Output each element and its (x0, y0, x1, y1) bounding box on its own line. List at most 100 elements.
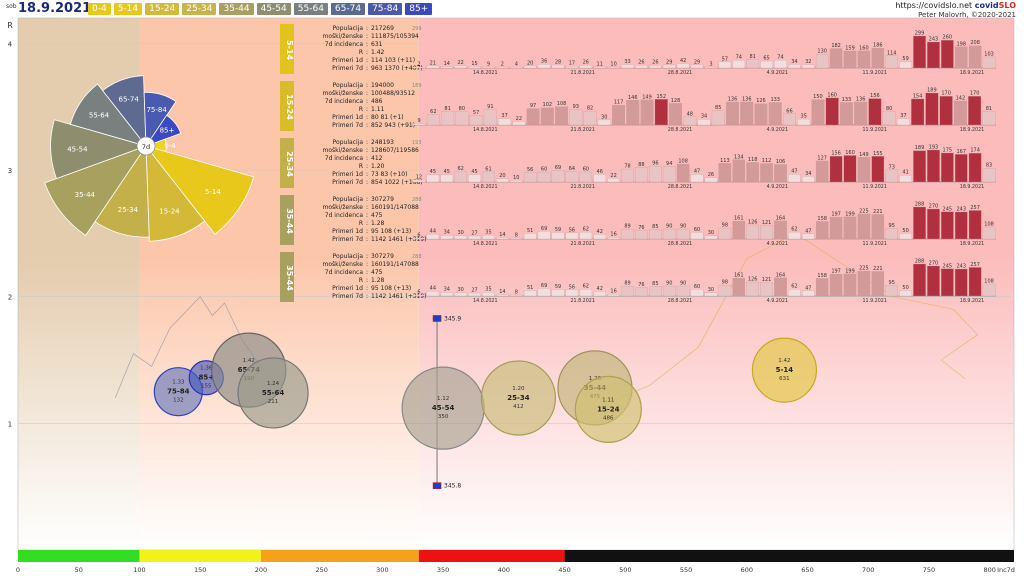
bubble-r-label: 1.24 (267, 381, 280, 387)
panel-bar-label: 26 (638, 60, 644, 66)
panel-bar (468, 292, 481, 297)
panel-bar (718, 163, 732, 183)
stat-colon: : (366, 179, 368, 186)
stat-value: 160191/147088 (371, 204, 419, 211)
stat-value: 95 108 (+13) (371, 228, 411, 235)
panel-date-label: 11.9.2021 (862, 184, 886, 190)
panel-bar-label: 33 (624, 59, 630, 65)
stat-value: 1142 1461 (+319) (371, 236, 427, 243)
panel-bar (825, 97, 839, 126)
panel-bar-label: 57 (473, 110, 479, 116)
panel-bar-label: 48 (687, 111, 693, 117)
stat-colon: : (366, 49, 368, 56)
stat-value: 307279 (371, 253, 394, 260)
panel-bar-label: 225 (859, 209, 869, 215)
panel-bar (760, 60, 773, 69)
panel-bar (579, 65, 593, 69)
panel-bar (726, 101, 739, 126)
panel-bar (440, 66, 454, 69)
panel-bar-label: 88 (638, 162, 644, 168)
stat-colon: : (366, 171, 368, 178)
panel-bar (899, 290, 912, 297)
panel-bar-label: 117 (614, 100, 624, 106)
panel-bar-label: 35 (485, 230, 491, 236)
panel-bar (537, 288, 551, 297)
stat-key: R (359, 163, 363, 170)
panel-bar-label: 91 (487, 104, 493, 110)
panel-bar (509, 237, 523, 240)
stat-colon: : (366, 269, 368, 276)
panel-bar (649, 165, 662, 183)
age-button-35-44[interactable]: 35-44 (219, 3, 254, 15)
panel-bar (621, 285, 634, 297)
bubble-inc-label: 486 (603, 415, 614, 421)
age-button-75-84[interactable]: 75-84 (368, 3, 403, 15)
panel-bar (523, 233, 537, 240)
panel-bar (843, 273, 857, 297)
panel-bar (885, 285, 899, 297)
panel-bar (732, 277, 746, 297)
radial-wedge-label: 85+ (160, 127, 175, 135)
stat-key: Primeri 7d (332, 293, 363, 300)
panel-bar-label: 45 (430, 169, 436, 175)
panel-bar-label: 257 (970, 262, 980, 268)
age-button-65-74[interactable]: 65-74 (330, 3, 366, 15)
panel-bar (523, 65, 537, 69)
panel-date-label: 11.9.2021 (862, 241, 886, 247)
x-tick-label: 0 (16, 566, 20, 574)
panel-bar-label: 42 (680, 58, 686, 64)
age-button-5-14[interactable]: 5-14 (113, 3, 143, 15)
panel-tag-label: 25-34 (285, 151, 294, 177)
panel-bar-label: 288 (915, 202, 925, 208)
panel-bar (412, 237, 426, 240)
panel-bar (857, 50, 871, 69)
panel-bar-label: 30 (457, 287, 463, 293)
panel-bar-label: 126 (756, 98, 766, 104)
panel-bar-label: 62 (457, 166, 463, 172)
bubble-r-label: 1.42 (243, 358, 255, 364)
site-link[interactable]: https://covidslo.net covidSLO (895, 1, 1016, 10)
panel-bar (954, 154, 968, 183)
panel-bar-label: 81 (986, 106, 992, 112)
stat-key: 7d incidenca (325, 269, 364, 276)
panel-bar-label: 78 (624, 164, 630, 170)
panel-bar (968, 210, 982, 240)
age-button-85plus[interactable]: 85+ (405, 3, 433, 15)
panel-bar-label: 174 (970, 148, 980, 154)
panel-bar-label: 4 (515, 62, 518, 68)
age-button-25-34[interactable]: 25-34 (182, 3, 217, 15)
panel-bar-label: 69 (541, 283, 547, 289)
panel-bar-label: 170 (941, 91, 951, 97)
age-button-0-4[interactable]: 0-4 (88, 3, 111, 15)
bubble-r-label: 1.20 (512, 386, 525, 392)
slovenia-flag-icon (432, 482, 442, 489)
panel-bar-label: 10 (610, 61, 616, 67)
panel-bar-label: 27 (471, 288, 477, 294)
stat-value: 1142 1461 (+319) (371, 293, 427, 300)
panel-bar-label: 22 (516, 116, 522, 122)
stat-value: 248193 (371, 139, 394, 146)
age-button-15-24[interactable]: 15-24 (145, 3, 180, 15)
stat-colon: : (366, 122, 368, 129)
panel-bar (455, 111, 469, 126)
bubble-group-label: 45-54 (432, 404, 455, 412)
age-button-45-54[interactable]: 45-54 (256, 3, 291, 15)
panel-bar-label: 161 (734, 216, 744, 222)
panel-bar (843, 50, 857, 69)
panel-bar-label: 90 (680, 281, 686, 287)
slovenia-flag-icon (432, 315, 442, 322)
panel-tag-label: 35-44 (285, 265, 294, 291)
panel-bar (565, 171, 579, 183)
panel-bar (885, 55, 899, 69)
panel-bar-label: 66 (786, 108, 792, 114)
panel-bar (579, 231, 593, 240)
panel-bar-label: 61 (485, 166, 491, 172)
panel-bar-label: 156 (831, 151, 841, 157)
panel-bar (498, 118, 512, 126)
age-button-55-64[interactable]: 55-64 (293, 3, 328, 15)
panel-bar (788, 174, 801, 183)
panel-bar-label: 47 (805, 285, 811, 291)
panel-bar-label: 89 (624, 224, 630, 230)
panel-bar-label: 89 (624, 281, 630, 287)
panel-bar-label: 34 (444, 287, 450, 293)
